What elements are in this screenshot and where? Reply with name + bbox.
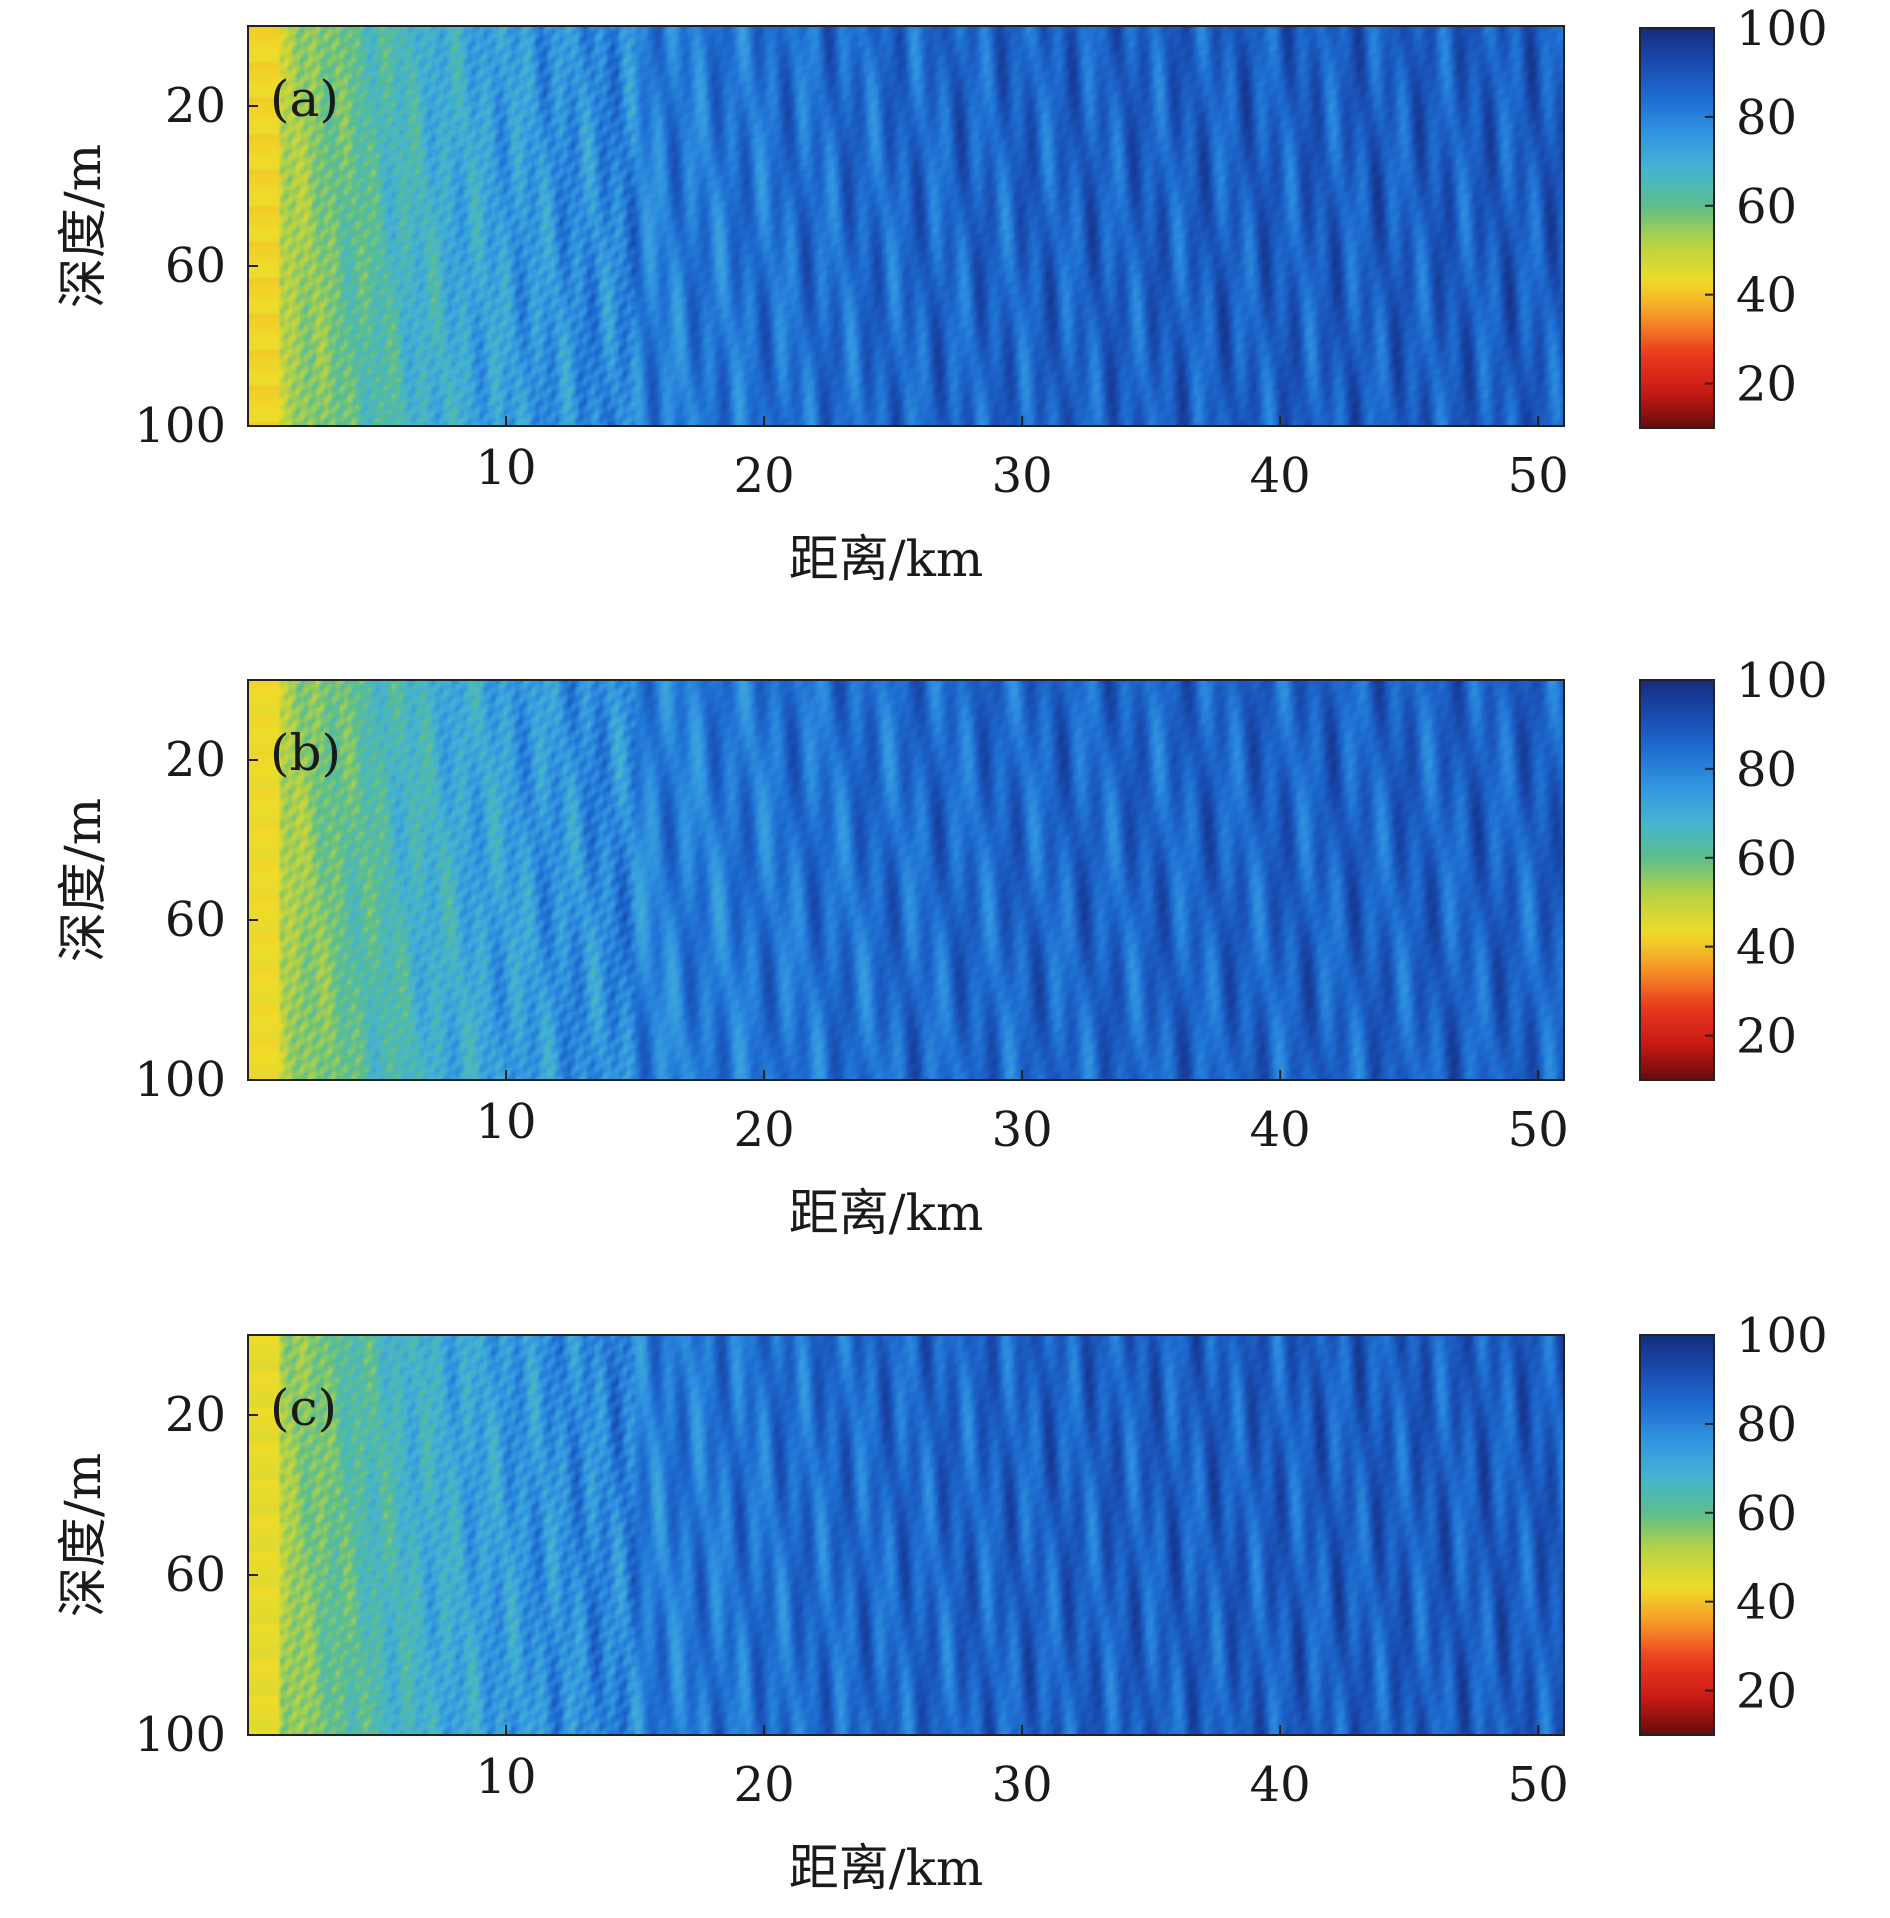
x-tick-label: 20 [734,1102,795,1158]
colorbar-tick-label: 60 [1736,831,1797,887]
colorbar [1639,679,1715,1081]
x-tick-label: 10 [476,1094,537,1150]
colorbar-tick-label: 40 [1736,268,1797,324]
colorbar-tick-label: 60 [1736,1486,1797,1542]
colorbar-tick-label: 100 [1736,1308,1828,1364]
heatmap-image [248,680,1564,1080]
y-tick-label: 100 [134,1052,226,1108]
x-axis-label: 距离/km [789,530,984,588]
y-tick-label: 20 [165,732,226,788]
heatmap-image [248,26,1564,426]
colorbar-tick-label: 20 [1736,357,1797,413]
panel-label: (b) [270,724,341,782]
colorbar-tick-label: 40 [1736,1575,1797,1631]
x-tick-label: 30 [992,448,1053,504]
x-tick-label: 20 [734,1757,795,1813]
y-axis-label: 深度/m [54,1453,112,1617]
x-tick-label: 20 [734,448,795,504]
panel-1: 10 20 30 40 50 20 60 100 距离/km 深度/m (b) 20 40 60 80 100 [54,653,1828,1242]
axes-frame [247,1334,1565,1736]
y-tick-label: 60 [165,892,226,948]
colorbar-tick-label: 80 [1736,90,1797,146]
y-tick-label: 20 [165,1387,226,1443]
heatmap-image [248,1335,1564,1735]
y-axis-label: 深度/m [54,144,112,308]
colorbar-tick-label: 20 [1736,1664,1797,1720]
colorbar-tick-label: 40 [1736,920,1797,976]
x-axis-label: 距离/km [789,1184,984,1242]
y-tick-label: 20 [165,78,226,134]
panel-0: 10 20 30 40 50 20 60 100 距离/km 深度/m (a) 20 40 60 80 100 [54,1,1828,588]
x-tick-label: 10 [476,1749,537,1805]
y-tick-label: 100 [134,398,226,454]
x-tick-label: 50 [1508,1102,1569,1158]
colorbar [1639,1334,1715,1736]
colorbar [1639,27,1715,429]
y-tick-label: 100 [134,1707,226,1763]
y-axis-label: 深度/m [54,798,112,962]
x-axis-label: 距离/km [789,1839,984,1897]
colorbar-tick-label: 20 [1736,1009,1797,1065]
colorbar-tick-label: 100 [1736,653,1828,709]
colorbar-tick-label: 80 [1736,742,1797,798]
axes-frame [247,679,1565,1081]
x-tick-label: 50 [1508,1757,1569,1813]
x-tick-label: 30 [992,1757,1053,1813]
panel-label: (a) [270,70,339,128]
y-tick-label: 60 [165,1547,226,1603]
colorbar-tick-label: 100 [1736,1,1828,57]
panel-label: (c) [270,1379,337,1437]
x-tick-label: 10 [476,440,537,496]
x-tick-label: 30 [992,1102,1053,1158]
colorbar-tick-label: 80 [1736,1397,1797,1453]
x-tick-label: 40 [1250,1757,1311,1813]
x-tick-label: 40 [1250,1102,1311,1158]
x-tick-label: 50 [1508,448,1569,504]
axes-frame [247,25,1565,427]
y-tick-label: 60 [165,238,226,294]
x-tick-label: 40 [1250,448,1311,504]
panel-2: 10 20 30 40 50 20 60 100 距离/km 深度/m (c) 20 40 60 80 100 [54,1308,1828,1897]
colorbar-tick-label: 60 [1736,179,1797,235]
